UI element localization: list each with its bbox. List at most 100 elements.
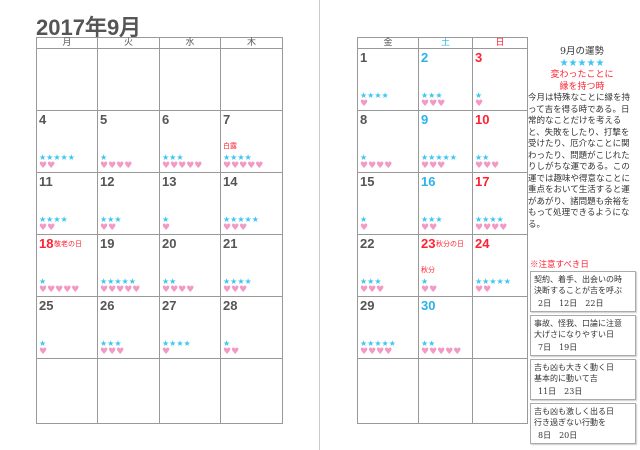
- day-cell[interactable]: [220, 358, 283, 424]
- heart-rating: ♥♥: [475, 285, 492, 295]
- day-cell[interactable]: 23 秋分の日 秋分 ★ ♥♥: [418, 234, 473, 297]
- day-cell[interactable]: 20 ★★ ♥♥♥♥: [159, 234, 221, 297]
- day-cell[interactable]: [418, 358, 473, 424]
- fortune-marks: ★★★★★ ♥♥: [39, 153, 75, 171]
- day-cell[interactable]: [159, 358, 221, 424]
- day-cell[interactable]: 26 ★★★ ♥♥♥: [97, 296, 160, 359]
- fortune-marks: ★★★ ♥♥: [421, 215, 443, 233]
- star-rating: ★: [223, 339, 231, 348]
- heart-rating: ♥♥♥: [421, 161, 446, 171]
- day-number: 16: [421, 174, 436, 189]
- day-number: 1: [360, 50, 368, 65]
- day-cell[interactable]: 17 ★★★★ ♥♥♥♥: [472, 172, 528, 235]
- day-number: 21: [223, 236, 238, 251]
- star-rating: ★★: [162, 277, 177, 286]
- day-cell[interactable]: 1 ★★★★ ♥: [357, 48, 419, 111]
- day-cell[interactable]: 7 白露 ★★★★ ♥♥♥♥♥: [220, 110, 283, 173]
- day-number: 3: [475, 50, 483, 65]
- day-cell[interactable]: 15 ★ ♥: [357, 172, 419, 235]
- day-cell[interactable]: 27 ★★★★ ♥: [159, 296, 221, 359]
- day-cell[interactable]: 5 ★ ♥♥♥♥: [97, 110, 160, 173]
- day-number: 12: [100, 174, 115, 189]
- fortune-marks: ★★★★ ♥♥: [39, 215, 68, 233]
- day-cell[interactable]: [36, 358, 98, 424]
- star-rating: ★: [360, 153, 368, 162]
- heart-rating: ♥♥: [39, 161, 56, 171]
- page-title: 2017年9月: [36, 15, 142, 40]
- page-gutter: [319, 0, 320, 450]
- fortune-marks: ★★★ ♥♥♥: [100, 339, 124, 357]
- day-cell[interactable]: [97, 48, 160, 111]
- star-rating: ★★★: [100, 215, 122, 224]
- day-cell[interactable]: [36, 48, 98, 111]
- caution-text: 吉も凶も大きく動く日: [534, 363, 614, 372]
- star-rating: ★★★★★: [39, 153, 75, 162]
- day-cell[interactable]: 22 ★★★ ♥♥♥: [357, 234, 419, 297]
- day-cell[interactable]: 21 ★★★★ ♥♥♥: [220, 234, 283, 297]
- day-cell[interactable]: 30 ★★ ♥♥♥♥♥: [418, 296, 473, 359]
- day-cell[interactable]: 11 ★★★★ ♥♥: [36, 172, 98, 235]
- heart-rating: ♥♥: [421, 285, 438, 295]
- day-cell[interactable]: 2 ★★★ ♥♥♥: [418, 48, 473, 111]
- day-cell[interactable]: [159, 48, 221, 111]
- star-rating: ★★★★: [39, 215, 68, 224]
- heart-rating: ♥: [360, 99, 369, 109]
- day-cell[interactable]: 19 ★★★★★ ♥♥♥♥♥: [97, 234, 160, 297]
- fortune-marks: ★ ♥: [360, 215, 368, 233]
- caution-box: 事故、怪我、口論に注意 大げさになりやすい日 7日 19日: [530, 315, 636, 356]
- caution-text: 行き過ぎない行動を: [534, 418, 606, 427]
- day-cell[interactable]: [472, 358, 528, 424]
- day-cell[interactable]: 25 ★ ♥: [36, 296, 98, 359]
- fortune-marks: ★ ♥♥: [421, 277, 437, 295]
- star-rating: ★: [421, 277, 429, 286]
- day-cell[interactable]: 28 ★ ♥♥: [220, 296, 283, 359]
- fortune-marks: ★★ ♥♥♥♥: [162, 277, 194, 295]
- day-cell[interactable]: [357, 358, 419, 424]
- day-number: 23: [421, 236, 436, 251]
- day-cell[interactable]: 8 ★ ♥♥♥♥: [357, 110, 419, 173]
- fortune-marks: ★★★★★ ♥♥♥♥: [360, 339, 396, 357]
- day-cell[interactable]: 12 ★★★ ♥♥: [97, 172, 160, 235]
- fortune-marks: ★ ♥♥: [223, 339, 239, 357]
- heart-rating: ♥♥♥♥: [360, 347, 393, 357]
- fortune-marks: ★ ♥♥♥♥♥: [39, 277, 79, 295]
- day-cell[interactable]: [472, 296, 528, 359]
- calendar-left: 月火水木 4 ★★★★★ ♥♥ 5 ★ ♥♥♥♥ 6 ★★★ ♥♥♥♥♥ 7 白露 ★★★★ ♥♥♥♥♥ 1…: [36, 37, 283, 424]
- day-cell[interactable]: 3 ★ ♥: [472, 48, 528, 111]
- calendar-right: 金土日 1 ★★★★ ♥ 2 ★★★ ♥♥♥ 3 ★ ♥ 8 ★ ♥♥♥♥ 9 ★★★★★ ♥♥♥ 10 ★★ ♥♥…: [357, 37, 528, 424]
- fortune-marks: ★★★★ ♥♥♥♥♥: [223, 153, 263, 171]
- fortune-marks: ★ ♥♥♥♥: [100, 153, 132, 171]
- day-cell[interactable]: 24 ★★★★★ ♥♥: [472, 234, 528, 297]
- fortune-marks: ★ ♥: [162, 215, 170, 233]
- star-rating: ★★★★: [360, 91, 389, 100]
- day-number: 10: [475, 112, 490, 127]
- star-rating: ★★★: [100, 339, 122, 348]
- fortune-marks: ★★★ ♥♥♥: [421, 91, 445, 109]
- day-cell[interactable]: 9 ★★★★★ ♥♥♥: [418, 110, 473, 173]
- day-number: 17: [475, 174, 490, 189]
- fortune-marks: ★★★★ ♥♥♥♥: [475, 215, 507, 233]
- caution-days: ※注意すべき日 契約、着手、出会いの時 決断することが吉を呼ぶ 2日 12日 22日…: [530, 258, 636, 447]
- day-cell[interactable]: 4 ★★★★★ ♥♥: [36, 110, 98, 173]
- seasonal-note: 秋分: [421, 266, 435, 274]
- star-rating: ★★★: [162, 153, 184, 162]
- fortune-marks: ★★ ♥♥♥♥♥: [421, 339, 461, 357]
- day-cell[interactable]: 16 ★★★ ♥♥: [418, 172, 473, 235]
- star-rating: ★★★: [360, 277, 382, 286]
- heart-rating: ♥♥: [223, 347, 240, 357]
- heart-rating: ♥♥♥♥♥: [223, 161, 264, 171]
- day-number: 24: [475, 236, 490, 251]
- star-rating: ★: [100, 153, 108, 162]
- day-cell[interactable]: 18 敬老の日 ★ ♥♥♥♥♥: [36, 234, 98, 297]
- day-cell[interactable]: 13 ★ ♥: [159, 172, 221, 235]
- star-rating: ★★★★★: [100, 277, 136, 286]
- fortune-marks: ★★ ♥♥♥: [475, 153, 499, 171]
- day-cell[interactable]: 6 ★★★ ♥♥♥♥♥: [159, 110, 221, 173]
- day-cell[interactable]: [220, 48, 283, 111]
- seasonal-note: 白露: [223, 142, 237, 150]
- day-number: 19: [100, 236, 115, 251]
- day-cell[interactable]: [97, 358, 160, 424]
- day-cell[interactable]: 29 ★★★★★ ♥♥♥♥: [357, 296, 419, 359]
- day-cell[interactable]: 14 ★★★★★ ♥♥♥: [220, 172, 283, 235]
- day-cell[interactable]: 10 ★★ ♥♥♥: [472, 110, 528, 173]
